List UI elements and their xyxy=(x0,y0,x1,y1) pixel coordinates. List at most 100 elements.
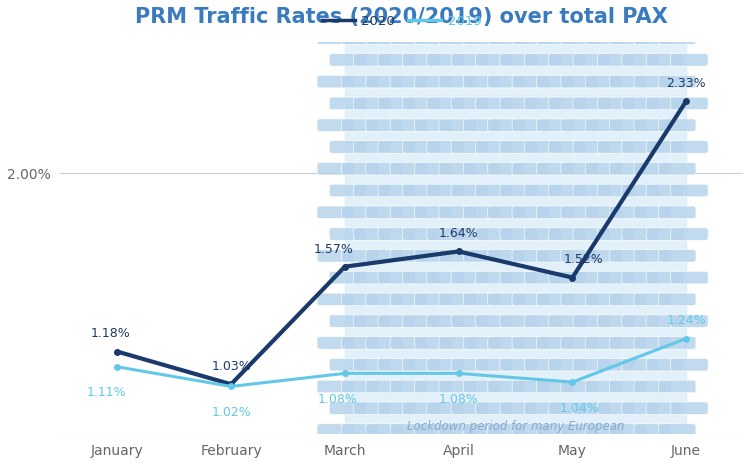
FancyBboxPatch shape xyxy=(610,119,647,132)
FancyBboxPatch shape xyxy=(646,228,684,240)
FancyBboxPatch shape xyxy=(634,32,671,44)
FancyBboxPatch shape xyxy=(390,162,427,175)
FancyBboxPatch shape xyxy=(646,184,684,197)
FancyBboxPatch shape xyxy=(524,315,562,327)
FancyBboxPatch shape xyxy=(549,184,586,197)
FancyBboxPatch shape xyxy=(500,184,538,197)
FancyBboxPatch shape xyxy=(658,380,696,393)
FancyBboxPatch shape xyxy=(341,162,379,175)
FancyBboxPatch shape xyxy=(549,402,586,414)
FancyBboxPatch shape xyxy=(488,293,525,306)
FancyBboxPatch shape xyxy=(512,206,550,219)
FancyBboxPatch shape xyxy=(512,337,550,349)
FancyBboxPatch shape xyxy=(658,75,696,88)
FancyBboxPatch shape xyxy=(610,380,647,393)
FancyBboxPatch shape xyxy=(452,402,489,414)
FancyBboxPatch shape xyxy=(403,228,440,240)
FancyBboxPatch shape xyxy=(476,53,513,66)
FancyBboxPatch shape xyxy=(427,359,464,371)
FancyBboxPatch shape xyxy=(427,228,464,240)
FancyBboxPatch shape xyxy=(634,162,671,175)
FancyBboxPatch shape xyxy=(536,119,574,132)
FancyBboxPatch shape xyxy=(524,184,562,197)
FancyBboxPatch shape xyxy=(427,53,464,66)
FancyBboxPatch shape xyxy=(670,272,708,284)
Line: 2020: 2020 xyxy=(115,99,689,387)
FancyBboxPatch shape xyxy=(670,97,708,110)
Legend: 2020, 2019: 2020, 2019 xyxy=(316,10,487,33)
FancyBboxPatch shape xyxy=(658,162,696,175)
FancyBboxPatch shape xyxy=(524,359,562,371)
Text: 1.11%: 1.11% xyxy=(86,386,126,399)
FancyBboxPatch shape xyxy=(549,53,586,66)
FancyBboxPatch shape xyxy=(366,162,404,175)
FancyBboxPatch shape xyxy=(610,250,647,262)
FancyBboxPatch shape xyxy=(598,272,635,284)
FancyBboxPatch shape xyxy=(452,228,489,240)
2020 xyxy=(454,249,463,254)
FancyBboxPatch shape xyxy=(488,32,525,44)
FancyBboxPatch shape xyxy=(415,32,452,44)
FancyBboxPatch shape xyxy=(488,162,525,175)
FancyBboxPatch shape xyxy=(439,380,476,393)
FancyBboxPatch shape xyxy=(646,315,684,327)
FancyBboxPatch shape xyxy=(390,293,427,306)
FancyBboxPatch shape xyxy=(390,206,427,219)
FancyBboxPatch shape xyxy=(536,337,574,349)
FancyBboxPatch shape xyxy=(610,32,647,44)
FancyBboxPatch shape xyxy=(658,337,696,349)
FancyBboxPatch shape xyxy=(390,119,427,132)
FancyBboxPatch shape xyxy=(512,293,550,306)
FancyBboxPatch shape xyxy=(573,228,610,240)
FancyBboxPatch shape xyxy=(598,228,635,240)
FancyBboxPatch shape xyxy=(646,53,684,66)
FancyBboxPatch shape xyxy=(573,359,610,371)
FancyBboxPatch shape xyxy=(573,53,610,66)
Text: 1.08%: 1.08% xyxy=(318,393,358,406)
FancyBboxPatch shape xyxy=(403,97,440,110)
FancyBboxPatch shape xyxy=(403,315,440,327)
FancyBboxPatch shape xyxy=(561,250,598,262)
FancyBboxPatch shape xyxy=(622,228,659,240)
FancyBboxPatch shape xyxy=(354,141,392,153)
FancyBboxPatch shape xyxy=(366,206,404,219)
FancyBboxPatch shape xyxy=(512,162,550,175)
FancyBboxPatch shape xyxy=(598,315,635,327)
FancyBboxPatch shape xyxy=(366,424,404,436)
FancyBboxPatch shape xyxy=(390,75,427,88)
FancyBboxPatch shape xyxy=(464,337,501,349)
Text: 1.57%: 1.57% xyxy=(314,243,354,256)
FancyBboxPatch shape xyxy=(415,424,452,436)
FancyBboxPatch shape xyxy=(464,162,501,175)
2019 xyxy=(568,379,577,385)
FancyBboxPatch shape xyxy=(585,250,622,262)
FancyBboxPatch shape xyxy=(354,184,392,197)
FancyBboxPatch shape xyxy=(585,32,622,44)
Text: 1.24%: 1.24% xyxy=(666,314,706,327)
FancyBboxPatch shape xyxy=(378,141,416,153)
FancyBboxPatch shape xyxy=(366,250,404,262)
FancyBboxPatch shape xyxy=(561,424,598,436)
FancyBboxPatch shape xyxy=(610,337,647,349)
FancyBboxPatch shape xyxy=(585,75,622,88)
FancyBboxPatch shape xyxy=(561,162,598,175)
FancyBboxPatch shape xyxy=(390,424,427,436)
FancyBboxPatch shape xyxy=(427,184,464,197)
2019 xyxy=(112,364,122,370)
FancyBboxPatch shape xyxy=(317,75,355,88)
FancyBboxPatch shape xyxy=(329,97,367,110)
FancyBboxPatch shape xyxy=(658,206,696,219)
FancyBboxPatch shape xyxy=(561,75,598,88)
FancyBboxPatch shape xyxy=(488,424,525,436)
FancyBboxPatch shape xyxy=(390,32,427,44)
FancyBboxPatch shape xyxy=(658,293,696,306)
FancyBboxPatch shape xyxy=(427,315,464,327)
FancyBboxPatch shape xyxy=(622,402,659,414)
FancyBboxPatch shape xyxy=(341,293,379,306)
FancyBboxPatch shape xyxy=(646,97,684,110)
FancyBboxPatch shape xyxy=(476,97,513,110)
FancyBboxPatch shape xyxy=(427,97,464,110)
FancyBboxPatch shape xyxy=(536,162,574,175)
FancyBboxPatch shape xyxy=(464,75,501,88)
Bar xyxy=(345,42,686,434)
